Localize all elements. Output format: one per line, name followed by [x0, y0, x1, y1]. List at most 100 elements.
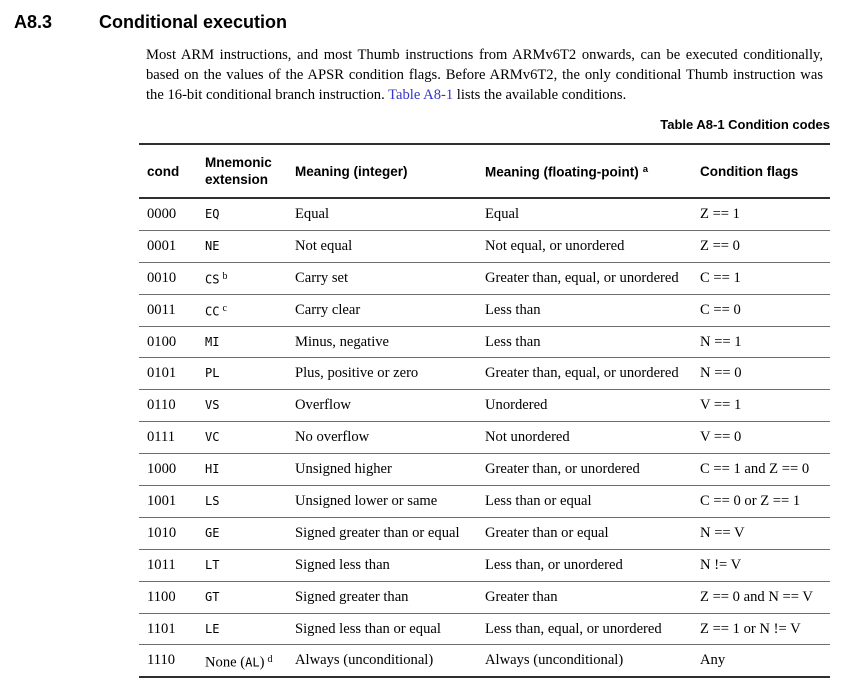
cell-cond: 1110 — [139, 644, 205, 679]
cell-meaning-floating-point: Greater than, equal, or unordered — [485, 262, 700, 295]
section-title: Conditional execution — [99, 12, 288, 32]
mnemonic-value: LT — [205, 557, 220, 572]
cell-cond: 0001 — [139, 230, 205, 263]
cell-condition-flags: Any — [700, 644, 830, 679]
cond-value: 1010 — [147, 524, 177, 541]
intro-paragraph: Most ARM instructions, and most Thumb in… — [146, 45, 823, 105]
col-header-meaning-integer: Meaning (integer) — [295, 144, 485, 199]
cell-meaning-integer: Plus, positive or zero — [295, 357, 485, 391]
table-row: 1011 LT Signed less than Less than, or u… — [139, 549, 830, 582]
cell-mnemonic: GT — [205, 581, 295, 614]
cond-value: 0001 — [147, 237, 177, 254]
cell-cond: 1001 — [139, 485, 205, 518]
cell-meaning-floating-point: Less than — [485, 294, 700, 327]
cell-cond: 1101 — [139, 613, 205, 646]
table-row: 0000 EQ Equal Equal Z == 1 — [139, 198, 830, 231]
cell-cond: 0000 — [139, 198, 205, 231]
cond-value: 0000 — [147, 205, 177, 222]
cell-mnemonic: NE — [205, 230, 295, 263]
cell-meaning-floating-point: Equal — [485, 198, 700, 231]
cell-mnemonic: GE — [205, 517, 295, 550]
cell-cond: 1100 — [139, 581, 205, 614]
table-header-row: cond Mnemonic extension Meaning (integer)… — [139, 144, 830, 199]
cell-meaning-integer: Signed greater than — [295, 581, 485, 614]
cell-cond: 0101 — [139, 357, 205, 391]
cell-cond: 0011 — [139, 294, 205, 327]
table-row: 0111 VC No overflow Not unordered V == 0 — [139, 421, 830, 455]
cell-cond: 0111 — [139, 421, 205, 455]
cell-meaning-floating-point: Greater than — [485, 581, 700, 614]
table-row: 1001 LS Unsigned lower or same Less than… — [139, 485, 830, 518]
mnemonic-value: LS — [205, 493, 220, 508]
mnemonic-value: VC — [205, 430, 220, 445]
section-number: A8.3 — [14, 12, 53, 32]
cond-value: 0010 — [147, 269, 177, 286]
mnemonic-value: EQ — [205, 206, 220, 221]
cell-condition-flags: Z == 1 — [700, 198, 830, 231]
mnemonic-value: CC — [205, 304, 220, 319]
cell-condition-flags: C == 0 — [700, 294, 830, 327]
intro-text-before-link: Most ARM instructions, and most Thumb in… — [146, 47, 823, 103]
mnemonic-value: HI — [205, 462, 220, 477]
cond-value: 1100 — [147, 588, 176, 605]
cell-meaning-floating-point: Always (unconditional) — [485, 644, 700, 679]
cell-meaning-floating-point: Greater than, equal, or unordered — [485, 357, 700, 391]
mnemonic-suffix: ) — [259, 654, 265, 671]
cond-value: 0110 — [147, 397, 176, 414]
mnemonic-value: LE — [205, 621, 220, 636]
table-row: 0011 CC c Carry clear Less than C == 0 — [139, 294, 830, 327]
footnote-ref: d — [267, 653, 273, 665]
col-header-mnemonic-extension: Mnemonic extension — [205, 144, 295, 199]
cell-meaning-integer: Equal — [295, 198, 485, 231]
table-row: 0110 VS Overflow Unordered V == 1 — [139, 389, 830, 423]
table-row: 0010 CS b Carry set Greater than, equal, … — [139, 262, 830, 295]
cell-condition-flags: Z == 1 or N != V — [700, 613, 830, 646]
cond-value: 1101 — [147, 620, 176, 637]
cell-meaning-integer: Signed less than or equal — [295, 613, 485, 646]
cond-value: 0101 — [147, 365, 177, 382]
cell-meaning-floating-point: Not unordered — [485, 421, 700, 455]
cell-meaning-floating-point: Greater than, or unordered — [485, 453, 700, 487]
cell-cond: 1010 — [139, 517, 205, 550]
cell-meaning-floating-point: Less than or equal — [485, 485, 700, 518]
cell-condition-flags: N == 1 — [700, 326, 830, 359]
col-header-condition-flags: Condition flags — [700, 144, 830, 199]
mnemonic-prefix: None ( — [205, 654, 246, 671]
cell-meaning-floating-point: Unordered — [485, 389, 700, 423]
mnemonic-value: GT — [205, 589, 220, 604]
cell-condition-flags: V == 1 — [700, 389, 830, 423]
intro-text-after-link: lists the available conditions. — [453, 87, 627, 103]
cell-condition-flags: N == 0 — [700, 357, 830, 391]
cond-value: 0011 — [147, 301, 176, 318]
cond-value: 1000 — [147, 461, 177, 478]
mnemonic-value: VS — [205, 398, 220, 413]
cond-value: 0111 — [147, 429, 176, 446]
cell-mnemonic: LE — [205, 613, 295, 646]
table-a8-1-link[interactable]: Table A8-1 — [388, 87, 454, 103]
mnemonic-value: AL — [245, 655, 260, 670]
mnemonic-value: CS — [205, 272, 220, 287]
cell-meaning-integer: Unsigned higher — [295, 453, 485, 487]
mnemonic-header-line2: extension — [205, 172, 269, 187]
condition-codes-table: cond Mnemonic extension Meaning (integer)… — [139, 143, 830, 679]
cell-condition-flags: C == 0 or Z == 1 — [700, 485, 830, 518]
table-row: 0100 MI Minus, negative Less than N == 1 — [139, 326, 830, 359]
mnemonic-value: NE — [205, 238, 220, 253]
cell-cond: 1011 — [139, 549, 205, 582]
table-row: 1010 GE Signed greater than or equal Gre… — [139, 517, 830, 550]
cell-mnemonic: None (AL) d — [205, 644, 295, 679]
cell-mnemonic: CC c — [205, 294, 295, 327]
mnemonic-value: GE — [205, 525, 220, 540]
table-row: 0001 NE Not equal Not equal, or unordere… — [139, 230, 830, 263]
cell-cond: 0110 — [139, 389, 205, 423]
cell-meaning-floating-point: Not equal, or unordered — [485, 230, 700, 263]
cond-value: 1110 — [147, 652, 176, 669]
table-row: 1110 None (AL) d Always (unconditional) A… — [139, 644, 830, 679]
col-header-meaning-floating-point: Meaning (floating-point) a — [485, 144, 700, 199]
table-row: 1100 GT Signed greater than Greater than… — [139, 581, 830, 614]
cell-meaning-integer: Always (unconditional) — [295, 644, 485, 679]
cell-cond: 0100 — [139, 326, 205, 359]
cell-mnemonic: LT — [205, 549, 295, 582]
cell-mnemonic: VC — [205, 421, 295, 455]
